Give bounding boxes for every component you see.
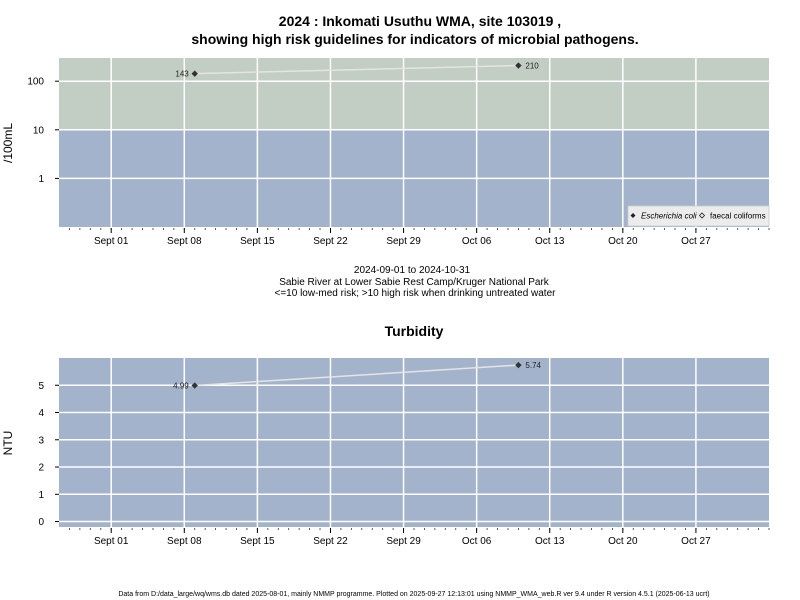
y-axis-label: NTU: [1, 431, 15, 456]
y-tick-label: 3: [38, 435, 44, 446]
y-tick-label: 0: [38, 517, 44, 528]
data-label: 210: [525, 62, 539, 71]
legend-entry-label: Escherichia coli: [641, 212, 697, 221]
legend-open-diamond-icon: [698, 212, 706, 219]
x-tick-label: Oct 20: [608, 536, 638, 547]
turbidity-chart-panel: Sept 01 Sept 08 Sept 15 Sept 22 Sept 29 Oct 0…: [1, 358, 770, 547]
figure-title-line2: showing high risk guidelines for indicat…: [191, 31, 638, 47]
legend-entry-label: faecal coliforms: [710, 212, 766, 221]
y-tick-label: 2: [38, 463, 44, 474]
x-tick-label: Sept 29: [386, 536, 421, 547]
y-tick-label: 1: [38, 490, 44, 501]
site-description-subtitle: Sabie River at Lower Sabie Rest Camp/Kru…: [279, 277, 550, 288]
x-tick-label: Oct 27: [681, 536, 711, 547]
y-tick-label: 100: [27, 77, 44, 88]
data-point: [191, 70, 198, 77]
y-tick-label: 4: [38, 408, 44, 419]
x-tick-label: Oct 27: [681, 236, 711, 247]
x-tick-label: Sept 15: [240, 536, 275, 547]
x-tick-label: Oct 13: [535, 536, 565, 547]
x-tick-label: Oct 06: [462, 236, 492, 247]
data-source-footer: Data from D:/data_large/wq/wms.db dated …: [118, 591, 709, 598]
x-tick-label: Sept 08: [167, 536, 202, 547]
x-tick-label: Sept 29: [386, 236, 421, 247]
legend-box: [627, 205, 770, 227]
legend-filled-diamond-icon: [630, 213, 636, 218]
figure-title-line1: 2024 : Inkomati Usuthu WMA, site 103019 …: [279, 13, 561, 29]
data-point: [191, 382, 198, 389]
y-axis-label: /100mL: [1, 123, 15, 163]
y-tick-label: 1: [38, 174, 44, 185]
x-tick-label: Sept 01: [94, 236, 129, 247]
x-tick-label: Oct 20: [608, 236, 638, 247]
y-tick-label: 10: [33, 125, 45, 136]
plot-background: [59, 358, 769, 527]
x-tick-label: Sept 22: [313, 536, 348, 547]
series-line: [194, 64, 519, 75]
data-label: 5.74: [525, 361, 541, 370]
high-risk-band: [59, 58, 769, 130]
y-tick-label: 5: [38, 381, 44, 392]
date-range-subtitle: 2024-09-01 to 2024-10-31: [354, 265, 471, 276]
x-tick-label: Sept 08: [167, 236, 202, 247]
data-point: [515, 361, 522, 369]
x-tick-label: Sept 15: [240, 236, 275, 247]
x-tick-label: Oct 13: [535, 236, 565, 247]
data-point: [515, 62, 522, 69]
x-tick-label: Oct 06: [462, 536, 492, 547]
x-tick-label: Sept 22: [313, 236, 348, 247]
x-tick-label: Sept 01: [94, 536, 129, 547]
series-line: [194, 364, 519, 387]
data-label: 4.99: [173, 382, 189, 391]
data-label: 143: [175, 70, 189, 79]
turbidity-chart-title: Turbidity: [385, 323, 444, 339]
risk-guideline-subtitle: <=10 low-med risk; >10 high risk when dr…: [275, 288, 557, 299]
ecoli-chart-panel: Sept 01 Sept 08 Sept 15 Sept 22 Sept 29 Oct 0…: [1, 58, 770, 247]
